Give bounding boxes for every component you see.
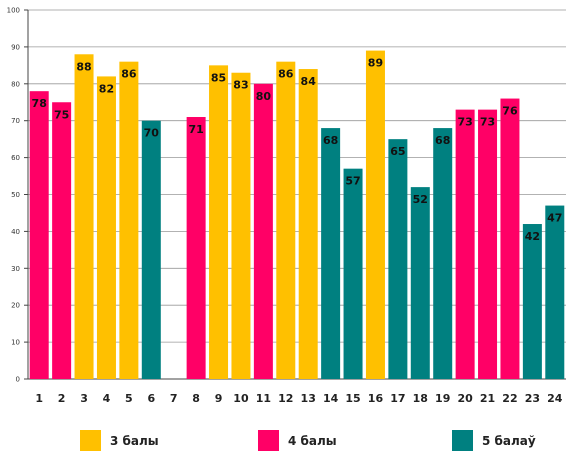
data-label: 73: [457, 116, 472, 129]
x-tick-label: 5: [125, 392, 133, 405]
bar: [500, 98, 520, 379]
bar: [365, 50, 385, 380]
legend: 3 балы 4 балы 5 балаў: [80, 430, 536, 451]
bar: [253, 83, 273, 380]
bar: [186, 117, 206, 379]
data-label: 83: [233, 79, 248, 92]
x-tick-label: 7: [170, 392, 178, 405]
y-tick-label: 30: [11, 265, 20, 273]
x-tick-label: 17: [390, 392, 405, 405]
x-tick-label: 1: [35, 392, 43, 405]
data-label: 85: [211, 71, 226, 84]
data-label: 68: [323, 134, 338, 147]
x-tick-label: 11: [256, 392, 271, 405]
bars: [29, 50, 565, 380]
y-axis-ticks: 0 10 20 30 40 50 60 70 80 90 100: [7, 7, 28, 384]
bar: [545, 205, 565, 379]
x-tick-label: 3: [80, 392, 88, 405]
bar: [29, 91, 49, 380]
y-tick-label: 50: [11, 191, 20, 199]
x-tick-label: 12: [278, 392, 293, 405]
y-tick-label: 90: [11, 43, 20, 51]
legend-swatch: [452, 430, 473, 451]
data-label: 65: [390, 145, 405, 158]
bar: [96, 76, 116, 380]
legend-label: 5 балаў: [482, 434, 536, 448]
x-tick-label: 2: [58, 392, 66, 405]
bar: [231, 72, 251, 379]
data-labels: 78 75 88 82 86 70 71 85 83 80 86 84 68 57 89 65 52 68 73 73…: [32, 57, 563, 243]
data-label: 47: [547, 212, 562, 225]
data-label: 86: [121, 68, 137, 81]
x-tick-label: 14: [323, 392, 339, 405]
y-tick-label: 40: [11, 228, 20, 236]
x-tick-label: 23: [525, 392, 540, 405]
bar: [321, 128, 341, 379]
y-tick-label: 10: [11, 339, 20, 347]
x-tick-label: 21: [480, 392, 495, 405]
bar: [478, 109, 498, 379]
gridlines: [28, 9, 566, 343]
bar: [410, 187, 430, 379]
data-label: 42: [525, 230, 540, 243]
data-label: 70: [144, 127, 160, 140]
bar: [433, 128, 453, 379]
data-label: 89: [368, 57, 383, 70]
bar: [209, 65, 229, 379]
x-tick-label: 19: [435, 392, 450, 405]
y-tick-label: 80: [11, 80, 20, 88]
data-label: 57: [345, 175, 360, 188]
bar: [52, 102, 72, 379]
x-tick-label: 13: [301, 392, 316, 405]
bar: [119, 61, 139, 379]
x-tick-label: 6: [147, 392, 155, 405]
y-tick-label: 20: [11, 302, 20, 310]
data-label: 86: [278, 68, 294, 81]
x-tick-label: 9: [215, 392, 223, 405]
legend-swatch: [80, 430, 101, 451]
bar: [74, 54, 94, 379]
y-tick-label: 60: [11, 154, 20, 162]
bar: [522, 224, 542, 379]
x-tick-label: 20: [457, 392, 473, 405]
bar: [276, 61, 296, 379]
x-tick-label: 15: [345, 392, 360, 405]
x-tick-label: 22: [502, 392, 517, 405]
x-tick-label: 16: [368, 392, 384, 405]
data-label: 84: [301, 75, 317, 88]
data-label: 52: [413, 193, 428, 206]
bar: [388, 139, 408, 379]
data-label: 78: [32, 97, 47, 110]
x-axis-categories: 1 2 3 4 5 6 7 8 9 10 11 12 13 14 15 16 17 18 19 20 21 22 23 24: [35, 392, 562, 405]
bar: [455, 109, 475, 379]
data-label: 68: [435, 134, 450, 147]
y-tick-label: 0: [16, 376, 20, 384]
legend-label: 3 балы: [110, 434, 159, 448]
legend-label: 4 балы: [288, 434, 337, 448]
y-tick-label: 70: [11, 117, 20, 125]
y-tick-label: 100: [7, 7, 20, 15]
bar: [298, 69, 318, 379]
x-tick-label: 18: [413, 392, 428, 405]
data-label: 88: [76, 60, 91, 73]
x-tick-label: 24: [547, 392, 563, 405]
data-label: 82: [99, 82, 114, 95]
data-label: 75: [54, 108, 69, 121]
x-tick-label: 8: [192, 392, 200, 405]
legend-swatch: [258, 430, 279, 451]
bar: [141, 120, 161, 379]
x-tick-label: 10: [233, 392, 249, 405]
data-label: 73: [480, 116, 495, 129]
bar: [343, 168, 363, 379]
data-label: 80: [256, 90, 272, 103]
x-tick-label: 4: [103, 392, 111, 405]
data-label: 76: [502, 105, 518, 118]
data-label: 71: [188, 123, 203, 136]
